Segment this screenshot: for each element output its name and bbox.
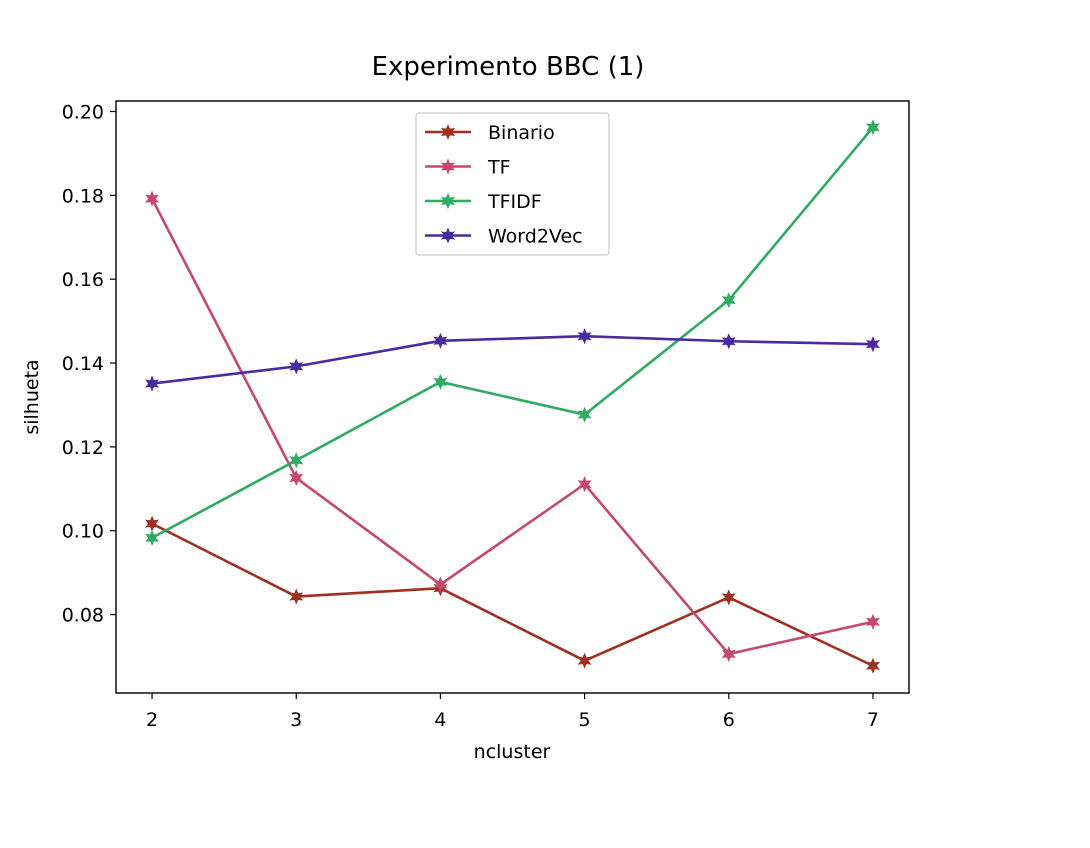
data-point-tfidf [865, 119, 880, 136]
legend-marker [441, 158, 455, 175]
data-point-tfidf [721, 292, 736, 309]
legend-label: Binario [488, 122, 555, 144]
y-axis-label: silhueta [21, 359, 43, 434]
y-tick-label: 0.12 [62, 437, 104, 459]
plot-area-frame [115, 100, 910, 694]
legend-marker [441, 192, 455, 210]
y-tick-label: 0.10 [62, 521, 104, 543]
data-point-binario [577, 652, 592, 669]
data-point-tfidf [433, 373, 448, 390]
series-line-tfidf [151, 126, 874, 540]
legend-marker [441, 123, 455, 141]
x-tick-label: 3 [290, 709, 302, 731]
legend-label: Word2Vec [488, 226, 583, 248]
data-point-tf [721, 645, 736, 663]
y-tick-label: 0.16 [62, 269, 104, 291]
y-tick-label: 0.08 [62, 605, 104, 627]
y-axis: 0.08 0.10 0.12 0.14 0.16 0.18 0.20 [62, 101, 116, 627]
data-point-tf [577, 476, 592, 493]
series-line-word2vec [151, 334, 873, 385]
x-tick-label: 6 [723, 709, 735, 731]
data-point-tf [865, 613, 880, 630]
data-point-word2vec [721, 333, 736, 350]
data-point-word2vec [433, 332, 448, 349]
x-axis-label: ncluster [474, 741, 551, 763]
x-tick-label: 4 [434, 709, 446, 731]
data-point-tfidf [289, 452, 304, 469]
data-point-word2vec [577, 328, 592, 345]
data-point-word2vec [865, 336, 880, 353]
x-tick-label: 7 [867, 709, 879, 731]
x-tick-label: 2 [146, 709, 158, 731]
data-point-tf [145, 190, 160, 207]
y-tick-label: 0.18 [62, 185, 104, 207]
legend-label: TFIDF [487, 191, 542, 213]
legend: Binario TF TFIDF Word2Vec [415, 112, 610, 256]
x-axis: 2 3 4 5 6 7 [146, 693, 879, 731]
data-point-tf [433, 576, 448, 593]
data-point-binario [865, 657, 880, 674]
series-line-binario [151, 522, 874, 667]
data-point-word2vec [145, 375, 160, 392]
y-tick-label: 0.14 [62, 353, 104, 375]
legend-marker [441, 227, 455, 244]
data-point-tfidf [577, 406, 592, 423]
data-point-binario [721, 589, 736, 606]
series-line-tf [150, 198, 874, 656]
series-layer [145, 119, 880, 674]
data-point-binario [145, 515, 160, 532]
data-point-tf [289, 469, 304, 486]
legend-label: TF [487, 157, 511, 179]
data-point-tfidf [145, 529, 160, 546]
x-tick-label: 5 [579, 709, 591, 731]
chart-title: Experimento BBC (1) [372, 52, 645, 82]
data-point-word2vec [289, 358, 304, 375]
legend-box [415, 112, 610, 256]
y-tick-label: 0.20 [62, 101, 104, 123]
data-point-binario [289, 588, 304, 605]
